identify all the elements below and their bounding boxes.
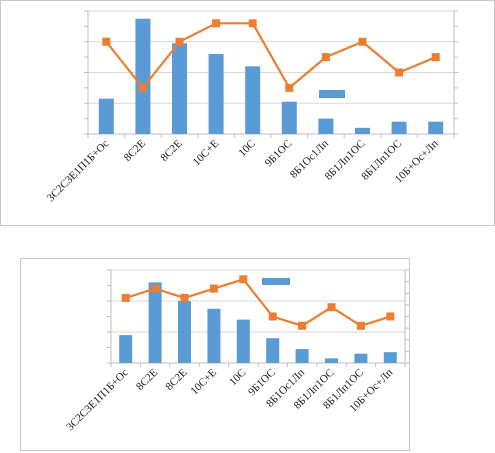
chart-1-category-label: 10С+Е	[191, 137, 222, 168]
chart-1-line-point	[138, 83, 147, 92]
chart-2-category-label: 8С2Е	[163, 366, 189, 392]
chart-1-line-point	[102, 37, 111, 46]
chart-2-line-series	[125, 278, 391, 327]
chart-1-bar	[135, 18, 151, 134]
chart-2-bar	[148, 282, 162, 363]
chart-2-bar	[354, 353, 368, 363]
chart-2-bar	[295, 349, 309, 363]
chart-1-line-point	[431, 53, 440, 62]
chart-1-line-point	[212, 19, 221, 28]
chart-1-legend-swatch	[319, 90, 345, 98]
chart-2-category-label: 8С2Е	[134, 366, 160, 392]
chart-2-bar	[266, 338, 280, 363]
chart-1-line-series	[105, 22, 437, 89]
chart-1-category-label: 9Б1ОС	[263, 138, 295, 170]
chart-2-line-point	[356, 321, 365, 330]
chart-1-line-point	[285, 83, 294, 92]
chart-2-line-point	[209, 284, 218, 293]
chart-2-line-point	[327, 303, 336, 312]
chart-2-line-point	[268, 312, 277, 321]
chart-1-line-point	[248, 19, 257, 28]
chart-2-line-point	[386, 312, 395, 321]
chart-2-bar	[207, 308, 221, 363]
chart-2-bar	[119, 335, 133, 363]
chart-1-line-point	[395, 68, 404, 77]
chart-1: 3С2С3Е1П1Б+Ос 8С2Е 8С2Е 10С+Е 10С 9Б1ОС8Б1Ос1…	[45, 10, 458, 205]
chart-2-line-point	[239, 275, 248, 284]
chart-1-bar	[98, 98, 114, 134]
chart-1-category-label: 8С2Е	[122, 137, 148, 163]
chart-2-category-label: 10С	[227, 367, 248, 388]
chart-2-frame: 3С2С3Е1П1Б+Ос 8С2Е 8С2Е 10С+Е 10С 9Б1ОС 8Б1Ос1…	[20, 258, 410, 451]
chart-2-bar	[325, 358, 338, 363]
chart-2-line-point	[151, 284, 160, 293]
chart-2-category-label: 3С2С3Е1П1Б+Ос	[64, 367, 131, 434]
chart-1-category-label: 3С2С3Е1П1Б+Ос	[45, 138, 112, 205]
chart-2-bar	[178, 301, 191, 363]
chart-2-category-label: 10С+Е	[188, 366, 219, 397]
chart-1-bar	[208, 54, 224, 134]
chart-1-bar	[391, 121, 407, 134]
chart-2-bar	[236, 319, 250, 363]
chart-1-line-point	[175, 37, 184, 46]
chart-2-legend-swatch	[262, 278, 290, 285]
chart-1-line-point	[358, 37, 367, 46]
chart-1-bar	[245, 66, 261, 134]
chart-1-category-label: 10С	[236, 138, 257, 159]
chart-1-line-point	[321, 53, 330, 62]
chart-1-bar	[428, 121, 444, 134]
chart-1-bar	[318, 118, 334, 134]
chart-1-bar	[281, 101, 297, 134]
chart-2-line-point	[180, 293, 189, 302]
chart-2-line-point	[121, 293, 130, 302]
chart-1-frame: 3С2С3Е1П1Б+Ос 8С2Е 8С2Е 10С+Е 10С 9Б1ОС 8Б1Ос1…	[0, 0, 495, 226]
chart-1-category-label: 8С2Е	[158, 137, 184, 163]
chart-1-bar	[355, 127, 370, 134]
chart-2-bar	[383, 352, 397, 363]
chart-2-line-point	[298, 321, 307, 330]
chart-1-bar	[172, 43, 187, 134]
